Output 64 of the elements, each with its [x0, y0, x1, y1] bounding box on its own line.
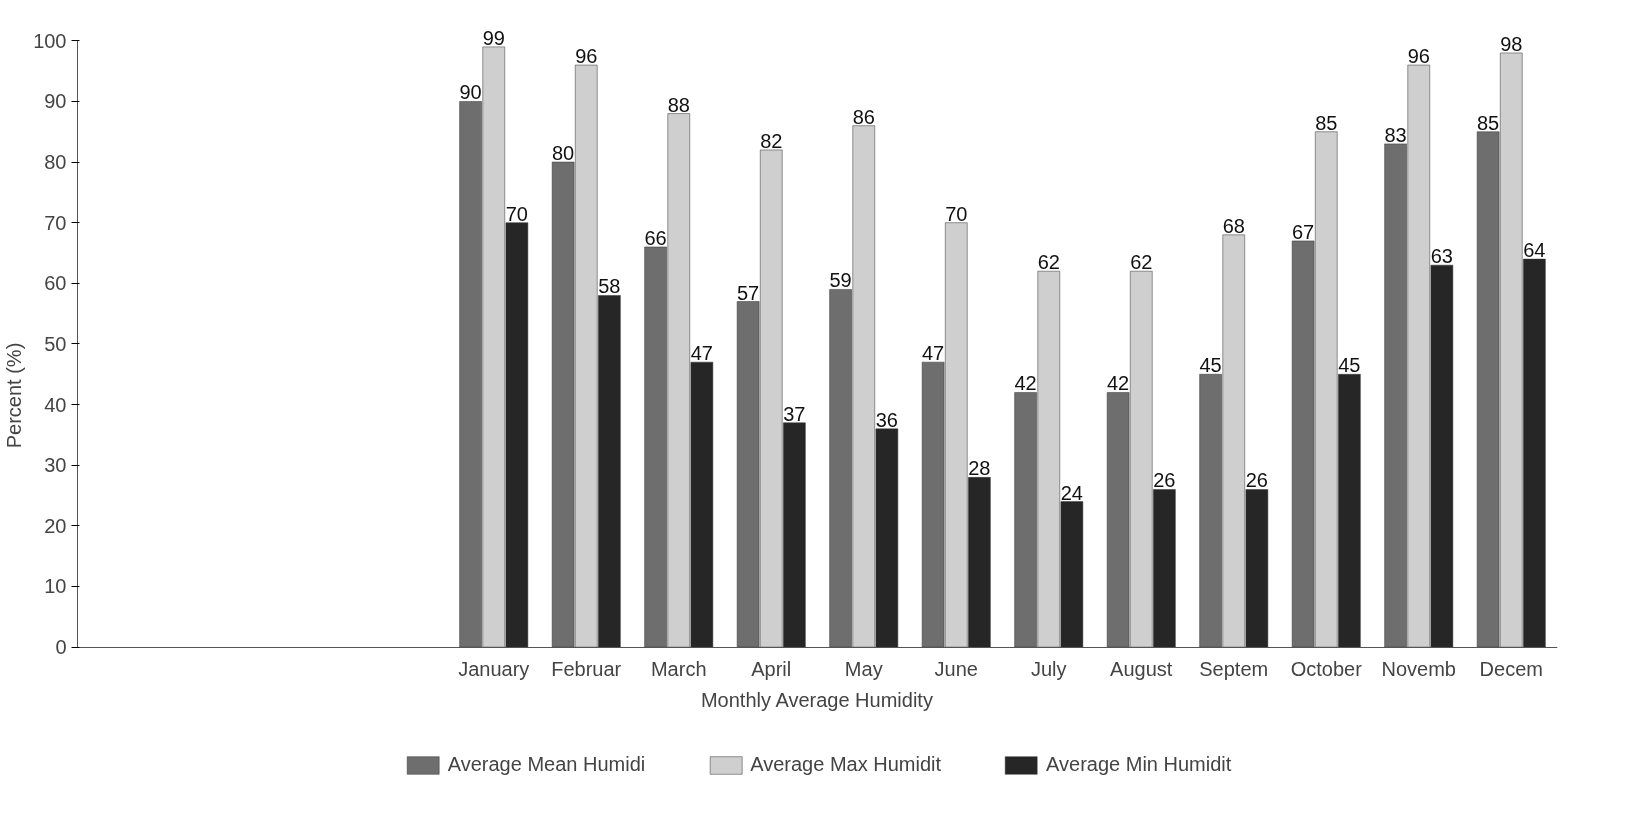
- data-label: 68: [1222, 214, 1245, 237]
- y-tick-label: 10: [44, 575, 67, 598]
- data-label: 58: [598, 275, 621, 298]
- x-tick-label: Februar: [551, 658, 622, 681]
- y-tick-label: 100: [33, 29, 67, 52]
- data-label: 28: [968, 457, 991, 480]
- data-label: 63: [1430, 245, 1453, 268]
- data-label: 42: [1014, 372, 1037, 395]
- x-tick-label: Novemb: [1381, 658, 1456, 681]
- y-tick-label: 60: [44, 272, 67, 295]
- y-tick-label: 80: [44, 151, 67, 174]
- data-label: 99: [482, 26, 505, 49]
- data-label: 80: [552, 142, 575, 165]
- data-label: 26: [1153, 469, 1176, 492]
- legend-label: Average Max Humidit: [750, 753, 942, 776]
- data-label: 36: [875, 408, 898, 431]
- x-tick-label: July: [1030, 658, 1067, 681]
- data-label: 67: [1292, 220, 1315, 243]
- x-tick-label: Decem: [1479, 658, 1543, 681]
- y-axis-title: Percent (%): [3, 342, 26, 449]
- data-label: 96: [1407, 45, 1430, 68]
- data-label: 37: [783, 402, 806, 425]
- data-label: 45: [1199, 354, 1222, 377]
- data-label: 62: [1037, 251, 1060, 274]
- x-tick-label: May: [844, 658, 883, 681]
- y-tick-label: 0: [55, 636, 67, 659]
- data-label: 96: [575, 45, 598, 68]
- data-label: 62: [1130, 251, 1153, 274]
- data-label: 98: [1500, 32, 1523, 55]
- x-tick-label: August: [1110, 658, 1173, 681]
- x-tick-label: April: [751, 658, 792, 681]
- y-tick-label: 50: [44, 332, 67, 355]
- legend-label: Average Min Humidit: [1046, 753, 1232, 776]
- y-tick-label: 40: [44, 393, 67, 416]
- data-label: 59: [829, 269, 852, 292]
- data-label: 45: [1338, 354, 1361, 377]
- data-label: 57: [737, 281, 760, 304]
- data-label: 66: [644, 226, 667, 249]
- x-axis-title: Monthly Average Humidity: [700, 688, 933, 711]
- x-tick-label: January: [458, 658, 530, 681]
- y-tick-label: 90: [44, 90, 67, 113]
- x-tick-label: June: [934, 658, 978, 681]
- data-label: 82: [760, 129, 783, 152]
- y-tick-label: 30: [44, 454, 67, 477]
- x-tick-label: March: [650, 658, 707, 681]
- y-tick-label: 70: [44, 211, 67, 234]
- data-label: 26: [1245, 469, 1268, 492]
- x-tick-label: Septem: [1199, 658, 1269, 681]
- data-label: 42: [1107, 372, 1130, 395]
- data-label: 85: [1315, 111, 1338, 134]
- data-label: 86: [852, 105, 875, 128]
- y-tick-label: 20: [44, 514, 67, 537]
- x-tick-label: October: [1290, 658, 1363, 681]
- data-label: 64: [1523, 239, 1546, 262]
- data-label: 24: [1060, 481, 1083, 504]
- data-label: 47: [690, 342, 713, 365]
- data-label: 83: [1384, 123, 1407, 146]
- data-label: 90: [459, 81, 482, 104]
- data-label: 70: [505, 202, 528, 225]
- data-label: 70: [945, 202, 968, 225]
- data-label: 88: [667, 93, 690, 116]
- legend-label: Average Mean Humidi: [447, 753, 646, 776]
- data-label: 47: [922, 342, 945, 365]
- data-label: 85: [1477, 111, 1500, 134]
